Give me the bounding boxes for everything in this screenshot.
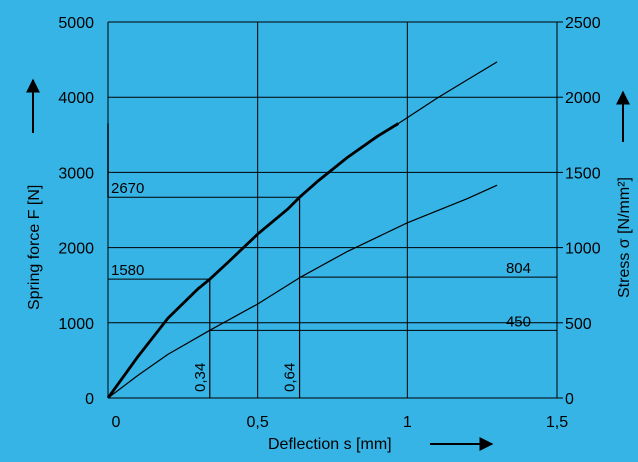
y-left-tick-label: 1000 (58, 316, 94, 333)
annotation-labels: 2670 1580 804 450 0,34 0,64 (111, 180, 531, 392)
y-left-tick-label: 5000 (58, 15, 94, 32)
annotation-label: 804 (506, 260, 531, 277)
x-tick-label: 0,5 (247, 414, 269, 431)
annotation-label: 2670 (111, 180, 144, 197)
y-right-axis-title: Stress σ [N/mm²] (616, 177, 633, 298)
tick-labels: 0 1000 2000 3000 4000 5000 0 0,5 1 1,5 0 500 1000 150… (58, 15, 600, 431)
vertical-annotation-label: 0,34 (192, 363, 209, 392)
y-right-tick-label: 2500 (565, 15, 601, 32)
y-right-tick-label: 1500 (565, 165, 601, 182)
annotation-label: 450 (506, 313, 531, 330)
vertical-annotation-label: 0,64 (282, 363, 299, 392)
reference-lines (107, 123, 557, 398)
y-right-tick-label: 1000 (565, 241, 601, 258)
series-line-thin (107, 184, 498, 399)
series-group (106, 61, 498, 399)
y-left-tick-label: 2000 (58, 241, 94, 258)
grid (107, 21, 563, 399)
y-left-tick-label: 4000 (58, 90, 94, 107)
y-right-tick-label: 500 (565, 316, 592, 333)
series-line-thin (398, 61, 498, 125)
series-line-bold (106, 122, 400, 399)
x-tick-label: 0 (112, 414, 121, 431)
y-right-tick-label: 0 (565, 391, 574, 408)
y-left-tick-label: 0 (85, 391, 94, 408)
y-left-axis-title: Spring force F [N] (26, 185, 43, 310)
annotation-label: 1580 (111, 262, 144, 279)
x-tick-label: 1,5 (546, 414, 568, 431)
x-axis-title: Deflection s [mm] (268, 436, 392, 453)
y-right-tick-label: 2000 (565, 90, 601, 107)
x-tick-label: 1 (403, 414, 412, 431)
y-left-tick-label: 3000 (58, 165, 94, 182)
